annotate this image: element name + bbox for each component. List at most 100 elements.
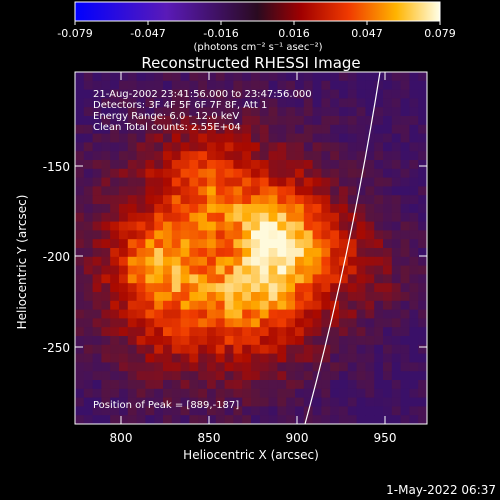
heatmap-cell (154, 397, 164, 407)
heatmap-cell (321, 124, 331, 135)
colorbar-tick-label: 0.016 (278, 27, 310, 40)
heatmap-cell (119, 388, 129, 399)
heatmap-cell (383, 186, 393, 196)
heatmap-cell (180, 327, 190, 337)
colorbar: -0.079 -0.047 -0.016 0.016 0.047 0.079 (… (57, 1, 456, 53)
heatmap-cell (242, 292, 252, 302)
heatmap-cell (171, 107, 182, 117)
heatmap-cell (365, 195, 375, 205)
heatmap-cell (330, 151, 340, 161)
heatmap-cell (154, 142, 164, 152)
heatmap-cell (400, 309, 410, 319)
heatmap-cell (391, 151, 402, 161)
heatmap-cell (418, 142, 427, 152)
heatmap-cell (356, 133, 366, 143)
heatmap-cell (136, 212, 146, 223)
heatmap-cell (251, 72, 261, 82)
heatmap-cell (233, 388, 243, 399)
heatmap-cell (242, 344, 252, 355)
heatmap-cell (374, 336, 384, 346)
heatmap-cell (259, 177, 270, 187)
heatmap-cell (391, 371, 402, 381)
heatmap-cell (330, 265, 340, 275)
heatmap-cell (215, 336, 226, 346)
heatmap-cell (356, 344, 366, 355)
heatmap-cell (268, 309, 278, 319)
heatmap-cell (400, 186, 410, 196)
heatmap-cell (171, 283, 182, 293)
heatmap-cell (224, 388, 234, 399)
heatmap-cell (145, 72, 155, 82)
heatmap-cell (356, 195, 366, 205)
heatmap-cell (110, 362, 120, 372)
heatmap-cell (321, 98, 331, 108)
heatmap-cell (92, 344, 102, 355)
heatmap-cell (259, 72, 270, 82)
heatmap-cell (207, 98, 217, 108)
heatmap-cell (365, 265, 375, 275)
heatmap-cell (189, 318, 199, 328)
heatmap-cell (171, 221, 182, 231)
heatmap-cell (277, 80, 287, 91)
x-tick-label: 800 (110, 431, 133, 445)
heatmap-cell (391, 80, 402, 91)
heatmap-cell (110, 239, 120, 249)
heatmap-cell (154, 221, 164, 231)
heatmap-cell (83, 195, 94, 205)
heatmap-cell (163, 195, 173, 205)
heatmap-cell (374, 371, 384, 381)
heatmap-cell (295, 362, 305, 372)
heatmap-cell (233, 133, 243, 143)
heatmap-cell (171, 195, 182, 205)
heatmap-cell (400, 160, 410, 170)
heatmap-cell (391, 204, 402, 214)
heatmap-cell (295, 160, 305, 170)
heatmap-cell (110, 353, 120, 363)
heatmap-cell (171, 89, 182, 99)
heatmap-cell (154, 177, 164, 187)
heatmap-cell (374, 397, 384, 407)
heatmap-cell (198, 177, 208, 187)
heatmap-cell (391, 89, 402, 99)
heatmap-cell (180, 283, 190, 293)
heatmap-cell (391, 107, 402, 117)
heatmap-cell (145, 186, 155, 196)
heatmap-cell (83, 133, 94, 143)
heatmap-cell (365, 98, 375, 108)
heatmap-cell (127, 72, 138, 82)
heatmap-cell (347, 195, 358, 205)
heatmap-cell (400, 344, 410, 355)
heatmap-cell (400, 142, 410, 152)
heatmap-cell (259, 151, 270, 161)
heatmap-cell (136, 388, 146, 399)
heatmap-cell (180, 397, 190, 407)
heatmap-cell (154, 168, 164, 179)
heatmap-cell (92, 116, 102, 126)
heatmap-cell (145, 415, 155, 424)
heatmap-cell (198, 336, 208, 346)
heatmap-cell (110, 248, 120, 258)
heatmap-cell (391, 300, 402, 311)
heatmap-cell (286, 133, 296, 143)
heatmap-cell (303, 292, 314, 302)
heatmap-cell (365, 388, 375, 399)
heatmap-cell (374, 151, 384, 161)
heatmap-cell (189, 142, 199, 152)
heatmap-cell (383, 371, 393, 381)
heatmap-cell (154, 186, 164, 196)
heatmap-cell (374, 309, 384, 319)
heatmap-cell (145, 195, 155, 205)
heatmap-cell (92, 388, 102, 399)
heatmap-cell (207, 256, 217, 267)
heatmap-cell (101, 160, 111, 170)
heatmap-cell (83, 177, 94, 187)
heatmap-cell (127, 318, 138, 328)
heatmap-cell (347, 186, 358, 196)
heatmap-cell (339, 388, 349, 399)
heatmap-cell (409, 265, 419, 275)
heatmap-cell (374, 142, 384, 152)
heatmap-cell (409, 80, 419, 91)
heatmap-cell (180, 353, 190, 363)
heatmap-cell (286, 362, 296, 372)
heatmap-cell (92, 195, 102, 205)
